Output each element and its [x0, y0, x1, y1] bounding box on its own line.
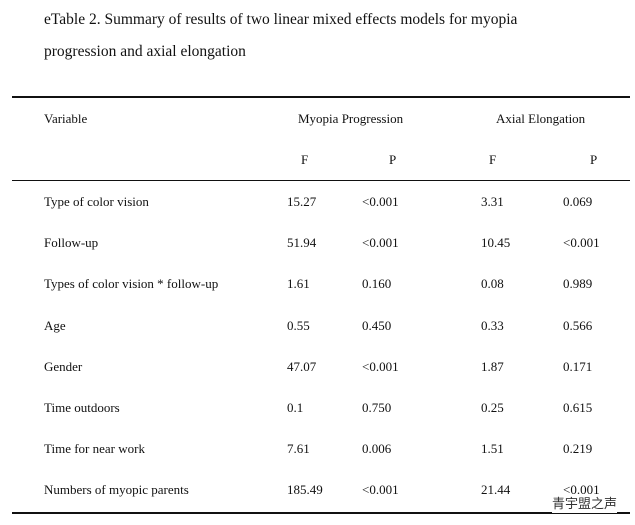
p-cell: 0.750 [362, 400, 392, 415]
variable-cell: Gender [44, 358, 83, 374]
f-cell: 1.51 [481, 441, 504, 457]
f-cell: 21.44 [481, 482, 511, 498]
p-cell: <0.001 [362, 235, 399, 251]
p-cell: 0.069 [563, 194, 593, 209]
p-cell: 0.171 [563, 358, 593, 374]
variable-cell: Types of color vision * follow-up [44, 276, 219, 292]
f-cell: 0.55 [287, 317, 310, 333]
p-cell: <0.001 [362, 194, 399, 209]
f-cell: 1.61 [287, 276, 310, 292]
p-cell: 0.160 [362, 276, 392, 292]
variable-cell: Numbers of myopic parents [44, 482, 189, 498]
top-rule [12, 96, 630, 98]
p-cell: 0.450 [362, 317, 392, 333]
subcolumn-header: P [590, 152, 598, 167]
variable-cell: Type of color vision [44, 194, 149, 209]
f-cell: 0.08 [481, 276, 504, 292]
p-cell: <0.001 [563, 235, 600, 251]
p-cell: 0.006 [362, 441, 392, 457]
column-header: Myopia Progression [298, 111, 404, 126]
title: eTable 2. Summary of results of two line… [44, 11, 518, 28]
f-cell: 7.61 [287, 441, 310, 457]
title: progression and axial elongation [44, 43, 246, 60]
variable-cell: Follow-up [44, 235, 99, 251]
column-header: Axial Elongation [496, 111, 586, 126]
p-cell: 0.615 [563, 400, 593, 415]
variable-cell: Time for near work [44, 441, 145, 457]
watermark: 青宇盟之声 [552, 497, 618, 513]
f-cell: 0.1 [287, 400, 304, 415]
f-cell: 0.33 [481, 317, 504, 333]
variable-cell: Time outdoors [44, 400, 120, 415]
f-cell: 1.87 [481, 358, 504, 374]
f-cell: 185.49 [287, 482, 323, 498]
bottom-rule [12, 512, 630, 514]
f-cell: 10.45 [481, 235, 511, 251]
f-cell: 15.27 [287, 194, 317, 209]
p-cell: 0.219 [563, 441, 593, 457]
p-cell: 0.989 [563, 276, 593, 292]
subcolumn-header: F [489, 152, 497, 167]
p-cell: <0.001 [362, 358, 399, 374]
p-cell: <0.001 [563, 482, 600, 498]
subcolumn-header: P [389, 152, 397, 167]
p-cell: 0.566 [563, 317, 593, 333]
column-header: Variable [44, 111, 88, 126]
f-cell: 0.25 [481, 400, 504, 415]
f-cell: 51.94 [287, 235, 317, 251]
variable-cell: Age [44, 317, 66, 333]
header-rule [12, 180, 630, 181]
f-cell: 47.07 [287, 358, 317, 374]
p-cell: <0.001 [362, 482, 399, 498]
f-cell: 3.31 [481, 194, 504, 209]
subcolumn-header: F [301, 152, 309, 167]
